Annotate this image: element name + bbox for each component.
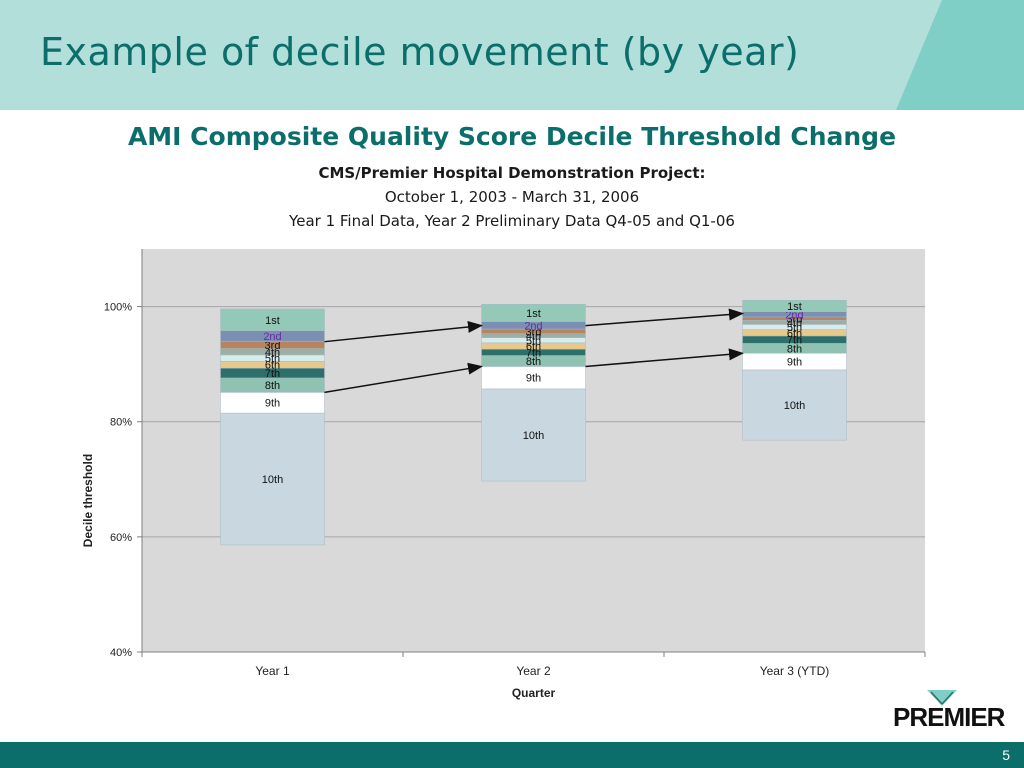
movement-arrow [585,308,744,327]
premier-logo-text: PREMIER [893,702,1005,732]
segment-label: 9th [526,373,541,385]
movement-arrow [324,362,483,394]
segment-label: 6th [526,341,541,353]
bar-segment [481,304,586,322]
segment-label: 10th [262,474,283,486]
segment-label: 5th [265,353,280,365]
segment-label: 3rd [265,340,281,352]
premier-logo: PREMIER [893,690,1013,734]
chart-subtitle-project: CMS/Premier Hospital Demonstration Proje… [318,164,706,182]
segment-label: 5th [526,335,541,347]
segment-label: 8th [526,356,541,368]
segment-label: 9th [787,357,802,369]
footer-bar: 5 [0,742,1024,768]
segment-label: 1st [526,308,541,320]
y-tick-label: 100% [104,302,132,314]
segment-label: 10th [784,400,805,412]
x-axis-title: Quarter [512,686,556,700]
bar-segment [481,388,586,482]
movement-arrow [324,320,483,343]
slide-header [0,0,1024,110]
segment-label: 4th [265,347,280,359]
segment-label: 7th [265,368,280,380]
premier-logo-mark-icon [927,690,957,706]
chart-title: AMI Composite Quality Score Decile Thres… [127,122,897,151]
slide-title: Example of decile movement (by year) [40,30,800,74]
x-tick-label: Year 2 [516,664,551,678]
bar-segment [742,369,847,441]
x-tick-label: Year 1 [255,664,290,678]
segment-label: 1st [787,301,802,313]
y-tick-label: 80% [110,417,132,429]
segment-label: 7th [526,347,541,359]
y-axis-title: Decile threshold [81,454,95,547]
bar-segment [220,308,325,332]
header-accent-shape [896,0,1024,110]
segment-label: 2nd [524,320,542,332]
segment-label: 2nd [785,309,803,321]
chart-subtitle-dates: October 1, 2003 - March 31, 2006 [384,188,640,206]
segment-label: 8th [265,380,280,392]
segment-label: 5th [787,322,802,334]
x-tick-label: Year 3 (YTD) [760,664,830,678]
segment-label: 10th [523,430,544,442]
segment-label: 2nd [263,331,281,343]
segment-label: 1st [265,315,280,327]
movement-arrow [585,348,744,368]
segment-label: 7th [787,335,802,347]
chart-subtitle-data-note: Year 1 Final Data, Year 2 Preliminary Da… [289,212,735,230]
segment-label: 8th [787,343,802,355]
y-tick-label: 40% [110,647,132,659]
y-tick-label: 60% [110,532,132,544]
page-number: 5 [1002,747,1010,763]
segment-label: 3rd [526,326,542,338]
bar-segment [220,412,325,546]
segment-label: 6th [265,360,280,372]
segment-label: 9th [265,398,280,410]
segment-label: 6th [787,328,802,340]
bar-segment [742,299,847,313]
